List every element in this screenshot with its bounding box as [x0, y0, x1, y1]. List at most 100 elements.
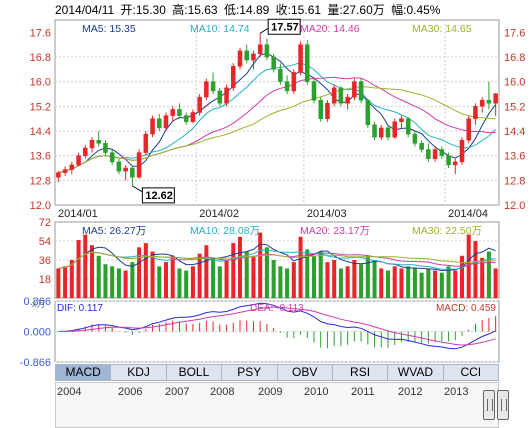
nav-year: 2011: [351, 386, 375, 398]
volume-bar: [399, 268, 404, 298]
volume-bar: [96, 255, 101, 298]
volume-bar: [466, 234, 471, 298]
candle-body: [116, 161, 122, 172]
volume-bar: [204, 245, 209, 298]
ma10-line: [58, 62, 496, 174]
candle-body: [96, 140, 101, 144]
nav-year: 2007: [165, 386, 190, 398]
candle-body: [190, 112, 196, 122]
candle-body: [183, 115, 189, 123]
candle-body: [405, 118, 411, 135]
tab-kdj[interactable]: KDJ: [111, 365, 167, 380]
candle-body: [385, 127, 391, 138]
volume-bar: [372, 260, 377, 298]
candle-body: [392, 121, 397, 138]
price-tick-left: 15.2: [30, 101, 51, 113]
volume-bar: [251, 255, 256, 298]
volume-bar: [285, 268, 290, 298]
candle-body: [399, 118, 404, 122]
volume-bar: [258, 232, 263, 298]
tab-wvad[interactable]: WVAD: [388, 365, 444, 380]
price-tick-left: 13.6: [30, 151, 51, 163]
price-tick-right: 12.0: [504, 200, 525, 212]
volume-bar: [278, 266, 283, 298]
volume-bar: [311, 255, 317, 298]
candle-body: [231, 66, 236, 89]
nav-year: 2010: [304, 386, 329, 398]
volume-bar: [291, 262, 296, 298]
candle-body: [473, 106, 478, 119]
candle-body: [163, 115, 169, 129]
tab-macd[interactable]: MACD: [56, 365, 112, 380]
price-tick-left: 14.4: [30, 126, 51, 138]
volume-bar: [352, 260, 357, 298]
volume-bar: [89, 245, 95, 298]
price-legend-item: MA10: 14.74: [190, 23, 250, 35]
candle-body: [204, 81, 209, 98]
header-volume: 量:27.60万: [327, 3, 385, 17]
navigator-left-handle[interactable]: [483, 390, 495, 420]
tab-boll[interactable]: BOLL: [167, 365, 223, 380]
volume-bar: [177, 268, 182, 298]
candle-body: [237, 50, 243, 67]
candle-body: [426, 149, 431, 159]
header-date: 2014/04/11: [55, 3, 115, 17]
month-label: 2014/03: [307, 208, 347, 220]
tab-obv[interactable]: OBV: [278, 365, 333, 380]
volume-bar: [412, 268, 417, 298]
candle-body: [264, 44, 270, 58]
candle-body: [257, 44, 263, 55]
volume-bar: [237, 236, 243, 298]
navigator-right-handle[interactable]: [497, 390, 509, 420]
candle-body: [157, 118, 162, 129]
volume-bar: [190, 266, 195, 298]
volume-bar: [143, 243, 148, 298]
volume-bar: [385, 270, 391, 298]
volume-bar: [69, 260, 74, 298]
price-header: 2014/04/11 开:15.30 高:15.63 低:14.89 收:15.…: [55, 1, 443, 18]
price-tick-left: 16.0: [30, 77, 51, 89]
volume-bar: [137, 247, 142, 298]
volume-bar: [163, 262, 169, 298]
macd-dea-label: DEA: -0.113: [250, 303, 304, 314]
dea-line: [58, 306, 496, 346]
candle-body: [150, 118, 155, 135]
volume-bar: [197, 253, 202, 298]
candle-body: [62, 169, 68, 173]
volume-bar: [170, 255, 175, 298]
volume-bar: [211, 257, 216, 298]
volume-ma10-line: [58, 249, 496, 270]
macd-dif-label: DIF: 0.117: [57, 303, 103, 314]
volume-bar: [217, 266, 222, 298]
price-tick-right: 16.0: [504, 77, 525, 89]
candle-body: [89, 140, 95, 149]
candle-body: [224, 87, 229, 104]
ma5-line: [58, 52, 497, 174]
candle-body: [217, 90, 223, 104]
tab-cci[interactable]: CCI: [460, 365, 482, 379]
volume-bar: [63, 266, 68, 298]
header-low: 低:14.89: [223, 3, 270, 17]
volume-legend-item: MA10: 28.08万: [190, 225, 260, 237]
price-tick-right: 14.4: [504, 126, 525, 138]
volume-bar: [406, 266, 411, 298]
candle-body: [338, 87, 344, 104]
tab-rsi[interactable]: RSI: [333, 365, 389, 380]
price-tick-left: 16.8: [30, 52, 51, 64]
volume-bar: [338, 268, 343, 298]
volume-bar: [439, 272, 444, 298]
price-panel-frame: [54, 19, 500, 206]
volume-bar: [231, 243, 236, 298]
volume-bar: [379, 268, 384, 298]
candle-body: [379, 127, 384, 138]
tab-psy[interactable]: PSY: [222, 365, 278, 380]
volume-tick: 36: [39, 255, 51, 267]
ma30-line: [58, 86, 496, 174]
candle-body: [493, 93, 498, 104]
volume-tick: 18: [39, 274, 51, 286]
candle-body: [358, 81, 364, 101]
volume-legend-item: MA5: 26.27万: [82, 225, 146, 237]
candle-body: [136, 152, 142, 178]
volume-bar: [419, 272, 424, 298]
